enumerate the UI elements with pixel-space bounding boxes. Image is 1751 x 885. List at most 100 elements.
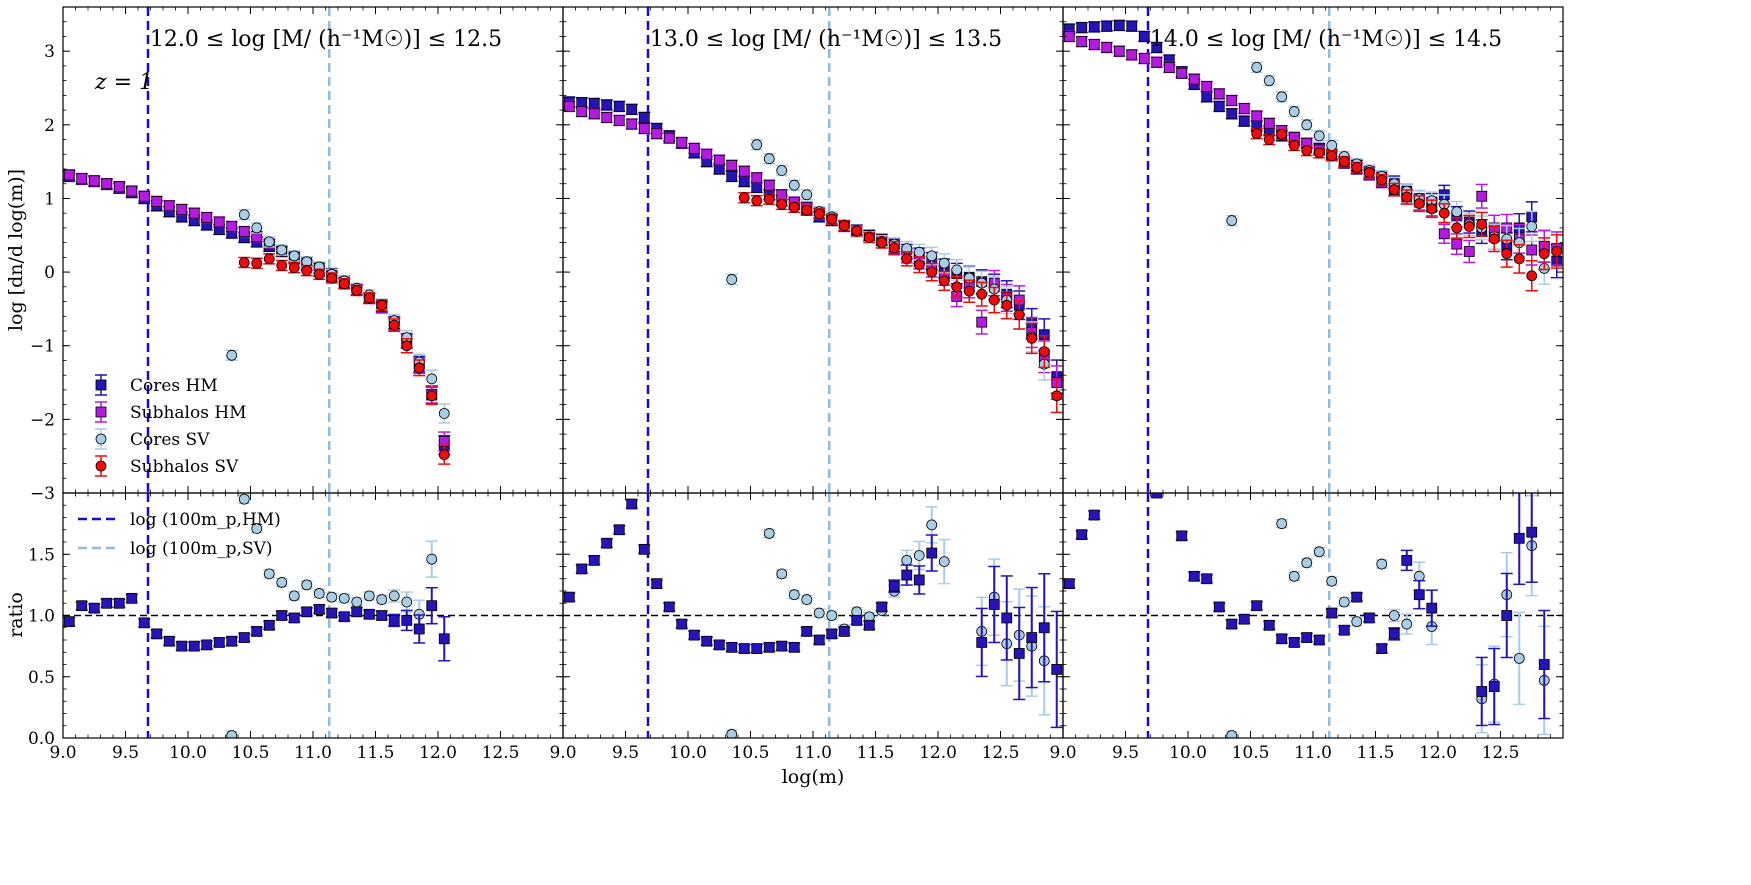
cores-hm-point <box>1201 91 1213 103</box>
cores-hm-point <box>763 641 775 653</box>
subhalos-hm-point <box>713 154 725 166</box>
subhalos-sv-point <box>238 257 250 268</box>
subhalos-sv-point <box>1476 218 1488 230</box>
cores-hm-point <box>401 615 413 626</box>
legend-label: Cores HM <box>130 376 218 396</box>
y-tick-label: 2 <box>44 116 55 136</box>
series-subhalos-hm <box>1063 30 1563 266</box>
cores-hm-point <box>1238 613 1250 625</box>
cores-hm-point <box>651 578 663 590</box>
cores-hm-point <box>251 626 263 637</box>
subhalos-hm-point <box>1226 95 1238 106</box>
subhalos-sv-point <box>876 237 888 249</box>
cores-hm-point <box>738 643 750 654</box>
cores-hm-point <box>626 103 638 115</box>
cores-sv-point <box>801 189 813 201</box>
subhalos-hm-point <box>638 123 650 134</box>
cores-hm-point <box>1501 610 1513 621</box>
y-tick-label: 0 <box>44 263 55 283</box>
subhalos-sv-point <box>301 265 313 277</box>
cores-hm-point <box>576 563 588 575</box>
cores-hm-point <box>388 615 400 626</box>
cores-sv-point <box>301 579 313 591</box>
top-plot-area <box>563 7 1063 493</box>
cores-hm-point <box>1051 664 1063 675</box>
x-tick-label: 12.0 <box>1419 743 1457 763</box>
cores-hm-point <box>926 547 938 559</box>
cores-hm-point <box>1288 637 1300 648</box>
cores-hm-point <box>138 617 150 629</box>
cores-hm-point <box>1513 532 1525 544</box>
x-tick-label: 11.5 <box>357 743 395 763</box>
subhalos-sv-point <box>413 362 425 374</box>
cores-sv-point <box>938 257 950 269</box>
subhalos-sv-point <box>1251 128 1263 140</box>
subhalos-hm-point <box>1238 103 1250 115</box>
subhalos-sv-point <box>338 278 350 290</box>
cores-sv-point <box>951 264 963 276</box>
subhalos-sv-point <box>1051 390 1063 402</box>
subhalos-hm-point <box>113 181 125 193</box>
subhalos-hm-point <box>188 207 200 219</box>
cores-sv-point <box>426 553 438 565</box>
legend-label: log (100m_p,SV) <box>130 539 273 559</box>
subhalos-sv-point <box>1513 253 1525 265</box>
subhalos-hm-point <box>95 406 107 418</box>
cores-hm-point <box>1488 681 1500 692</box>
subhalos-sv-point <box>351 285 363 296</box>
cores-sv-point <box>1301 557 1313 569</box>
top-plot-area <box>63 7 451 493</box>
cores-sv-point <box>1288 106 1300 117</box>
cores-sv-point <box>288 590 300 602</box>
cores-hm-point <box>1476 686 1488 697</box>
panel-3: 14.0 ≤ log [M/ (h⁻¹M☉)] ≤ 14.5 9.0 9.5 10.0… <box>1049 6 1564 763</box>
cores-hm-point <box>413 623 425 635</box>
cores-hm-point <box>563 591 575 603</box>
cores-sv-point <box>351 596 363 608</box>
ratio-plot-area <box>63 493 563 738</box>
subhalos-hm-point <box>588 108 600 120</box>
cores-sv-point <box>1326 575 1338 587</box>
subhalos-hm-point <box>238 226 250 237</box>
x-tick-label: 12.5 <box>482 743 520 763</box>
cores-hm-point <box>676 618 688 630</box>
cores-hm-point <box>126 592 138 604</box>
cores-hm-point <box>1526 526 1538 538</box>
subhalos-sv-point <box>363 292 375 304</box>
cores-sv-point <box>1326 140 1338 151</box>
cores-sv-point <box>1263 75 1275 87</box>
cores-sv-point <box>276 577 288 588</box>
cores-hm-point <box>638 543 650 555</box>
subhalos-sv-point <box>1338 156 1350 168</box>
subhalos-sv-point <box>888 242 900 254</box>
cores-hm-point <box>726 170 738 182</box>
cores-hm-point <box>1413 589 1425 601</box>
cores-hm-point <box>1101 20 1113 32</box>
x-tick-label: 11.0 <box>294 743 332 763</box>
cores-hm-point <box>588 98 600 109</box>
cores-hm-point <box>1001 612 1013 624</box>
subhalos-sv-point <box>951 281 963 293</box>
ratio-y-tick-label: 1.5 <box>28 545 55 565</box>
top-panel-frame <box>1062 6 1564 494</box>
cores-hm-point <box>151 628 163 640</box>
cores-hm-point <box>1151 493 1163 499</box>
cores-sv-point <box>1251 61 1263 73</box>
subhalos-hm-point <box>663 132 675 144</box>
cores-hm-point <box>838 626 850 637</box>
cores-hm-point <box>1076 529 1088 541</box>
subhalos-sv-point <box>938 275 950 287</box>
cores-sv-point <box>1313 130 1325 142</box>
cores-sv-point <box>788 179 800 191</box>
cores-sv-point <box>313 588 325 599</box>
cores-sv-point <box>388 590 400 602</box>
cores-hm-point <box>713 639 725 651</box>
subhalos-hm-point <box>1088 39 1100 50</box>
cores-sv-point <box>913 550 925 561</box>
cores-hm-point <box>1276 633 1288 645</box>
cores-sv-point <box>788 589 800 601</box>
panel-title: 12.0 ≤ log [M/ (h⁻¹M☉)] ≤ 12.5 <box>150 27 502 52</box>
cores-hm-point <box>1151 42 1163 53</box>
cores-hm-point <box>113 597 125 609</box>
legend-label: Subhalos SV <box>130 457 239 477</box>
